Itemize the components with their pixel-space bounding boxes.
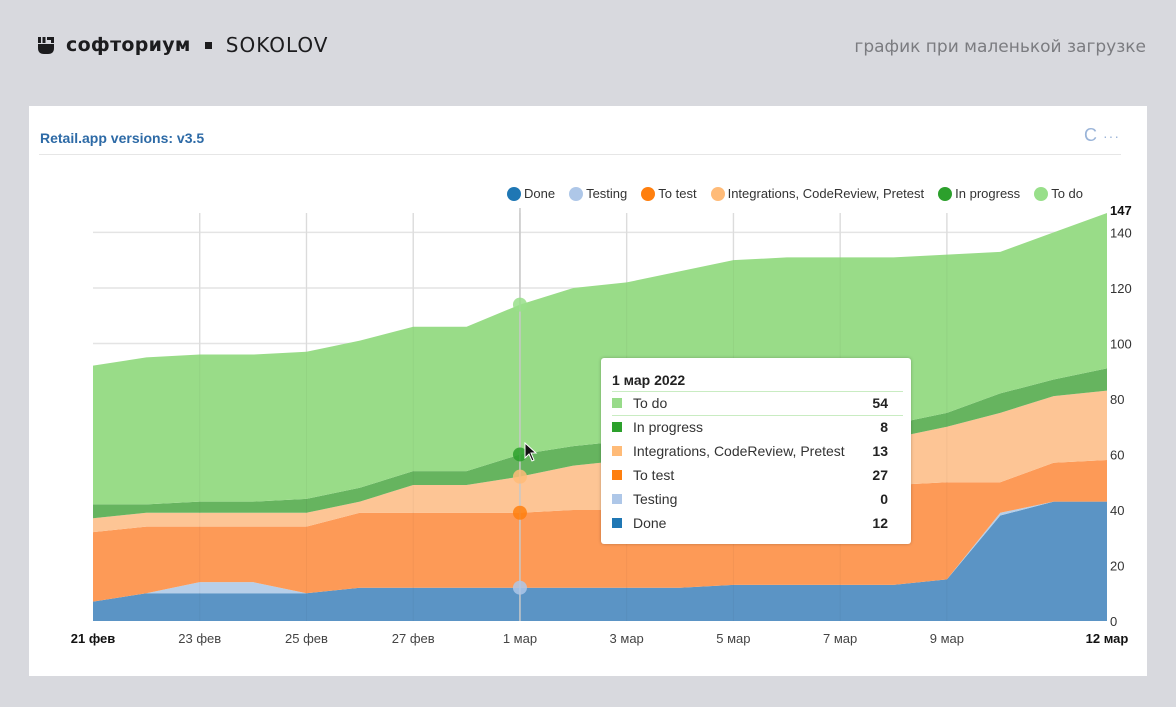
y-tick-label: 80 [1110,392,1124,407]
tooltip-value: 0 [880,491,888,507]
hover-marker [512,447,527,462]
legend-label: Integrations, CodeReview, Pretest [727,186,925,201]
tooltip-swatch-icon [612,398,622,408]
x-tick-label: 23 фев [178,631,221,646]
tooltip-swatch-icon [612,494,622,504]
x-tick-label: 3 мар [610,631,644,646]
legend-item[interactable]: In progress [938,186,1020,201]
x-tick-label: 1 мар [503,631,537,646]
tooltip-label: To test [633,467,675,483]
tooltip-swatch-icon [612,518,622,528]
legend-dot-icon [710,186,725,201]
tooltip-value: 13 [872,443,888,459]
hover-marker [512,297,527,312]
tooltip-swatch-icon [612,446,622,456]
card-actions: C ··· [1084,125,1120,146]
chart-tooltip: 1 мар 2022 To do 54 In progress 8 Integratio… [601,358,911,544]
legend-item[interactable]: To do [1034,186,1083,201]
legend-dot-icon [1034,186,1049,201]
y-tick-label: 120 [1110,281,1132,296]
tooltip-value: 54 [872,395,888,411]
fist-icon [38,37,54,54]
x-tick-label: 27 фев [392,631,435,646]
area-in-progress [93,368,1107,519]
tooltip-date: 1 мар 2022 [612,372,686,388]
tooltip-divider [612,415,903,416]
legend-item[interactable]: Done [507,186,555,201]
y-tick-label: 60 [1110,447,1124,462]
legend-label: Testing [586,186,628,201]
y-tick-label: 100 [1110,336,1132,351]
hover-marker [512,580,527,595]
tooltip-row: To test 27 [612,464,888,486]
chart-legend: Done Testing To test Integrations, CodeRevi… [507,186,1083,201]
legend-dot-icon [507,186,521,201]
legend-dot-icon [938,186,953,201]
tooltip-label: Testing [633,491,678,507]
brand-partner: SOKOLOV [225,33,329,57]
tooltip-swatch-icon [612,422,622,432]
tooltip-value: 12 [872,515,888,531]
y-tick-label: 0 [1110,614,1117,629]
tooltip-row: In progress 8 [612,416,888,438]
legend-label: To test [658,186,697,201]
legend-dot-icon [569,186,584,201]
legend-dot-icon [641,186,656,201]
chart-title[interactable]: Retail.app versions: v3.5 [40,130,205,146]
page-caption: график при маленькой загрузке [854,37,1146,57]
more-icon[interactable]: ··· [1103,127,1120,144]
area-testing [93,501,1107,602]
tooltip-label: To do [633,395,668,411]
chart-card: Retail.app versions: v3.5 C ··· Done Test… [29,106,1147,676]
y-tick-label: 20 [1110,558,1124,573]
legend-label: Done [524,186,556,201]
brand-name: софториум [66,34,191,56]
y-tick-label: 40 [1110,503,1124,518]
tooltip-label: Done [633,515,667,531]
brand-header: софториум SOKOLOV [36,33,328,57]
y-tick-label: 140 [1110,225,1132,240]
x-tick-label: 25 фев [285,631,328,646]
refresh-icon[interactable]: C [1084,125,1097,145]
x-tick-label: 5 мар [716,631,750,646]
brand-separator [204,41,212,49]
tooltip-row: Testing 0 [612,488,888,510]
legend-label: In progress [955,186,1021,201]
area-to-test [93,460,1107,602]
tooltip-row: To do 54 [612,392,888,414]
hover-marker [512,469,527,484]
mouse-cursor-icon [524,442,538,462]
x-tick-label: 7 мар [823,631,857,646]
x-tick-label: 9 мар [930,631,964,646]
x-tick-label: 12 мар [1086,631,1129,646]
legend-item[interactable]: Testing [569,186,627,201]
legend-item[interactable]: To test [641,186,697,201]
tooltip-divider [612,391,903,392]
tooltip-value: 8 [880,419,888,435]
x-tick-label: 21 фев [71,631,116,646]
tooltip-row: Done 12 [612,512,888,534]
tooltip-label: In progress [633,419,704,435]
legend-item[interactable]: Integrations, CodeReview, Pretest [710,186,925,201]
hover-marker [512,505,527,520]
tooltip-label: Integrations, CodeReview, Pretest [633,443,845,459]
title-divider [39,154,1121,155]
tooltip-swatch-icon [612,470,622,480]
tooltip-row: Integrations, CodeReview, Pretest 13 [612,440,888,462]
area-done [93,501,1107,621]
y-max-label: 147 [1110,203,1132,218]
tooltip-value: 27 [872,467,888,483]
area-to-do [93,213,1107,505]
legend-label: To do [1051,186,1083,201]
